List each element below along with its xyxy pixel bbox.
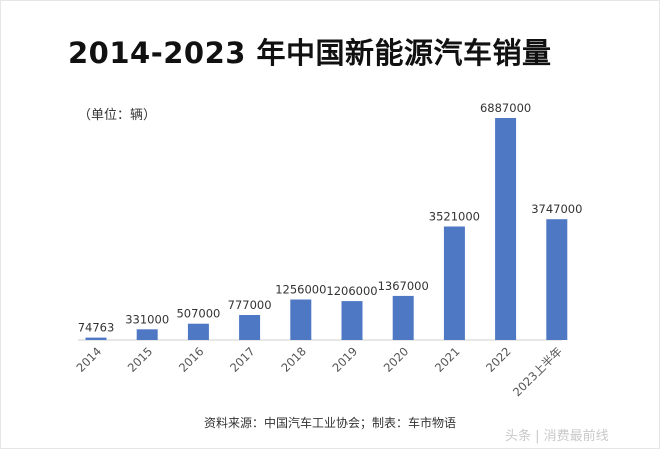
data-label-2019: 1206000 <box>326 284 377 298</box>
x-tick-2015: 2015 <box>125 344 156 375</box>
x-tick-2014: 2014 <box>74 344 105 375</box>
x-tick-2016: 2016 <box>176 344 207 375</box>
x-tick-2023上半年: 2023上半年 <box>510 344 565 399</box>
data-label-2021: 3521000 <box>429 210 480 224</box>
bar-2021 <box>443 226 465 340</box>
data-label-2023上半年: 3747000 <box>531 202 582 216</box>
bar-2018 <box>290 299 312 340</box>
bar-2023上半年 <box>546 219 568 340</box>
unit-label: （单位：辆） <box>78 108 157 123</box>
bar-2015 <box>136 329 158 340</box>
source-note: 资料来源：中国汽车工业协会；制表：车市物语 <box>203 416 456 430</box>
x-tick-2022: 2022 <box>483 344 514 375</box>
bar-2019 <box>341 301 363 340</box>
data-label-2014: 74763 <box>78 321 115 335</box>
data-label-2015: 331000 <box>125 312 169 326</box>
data-label-2017: 777000 <box>228 298 272 312</box>
bar-2016 <box>187 323 209 340</box>
bar-2017 <box>239 315 261 340</box>
bar-2020 <box>392 295 414 340</box>
bar-2014 <box>85 337 107 340</box>
data-label-2022: 6887000 <box>480 101 531 115</box>
data-label-2020: 1367000 <box>378 279 429 293</box>
bar-2022 <box>495 118 517 340</box>
x-tick-2018: 2018 <box>278 344 309 375</box>
x-tick-2017: 2017 <box>227 344 258 375</box>
x-tick-2021: 2021 <box>432 344 463 375</box>
data-label-2016: 507000 <box>176 307 220 321</box>
data-label-2018: 1256000 <box>275 283 326 297</box>
chart-title: 2014-2023 年中国新能源汽车销量 <box>68 36 552 70</box>
x-tick-2019: 2019 <box>330 344 361 375</box>
x-tick-2020: 2020 <box>381 344 412 375</box>
watermark: 头条 | 消费最前线 <box>505 429 609 444</box>
